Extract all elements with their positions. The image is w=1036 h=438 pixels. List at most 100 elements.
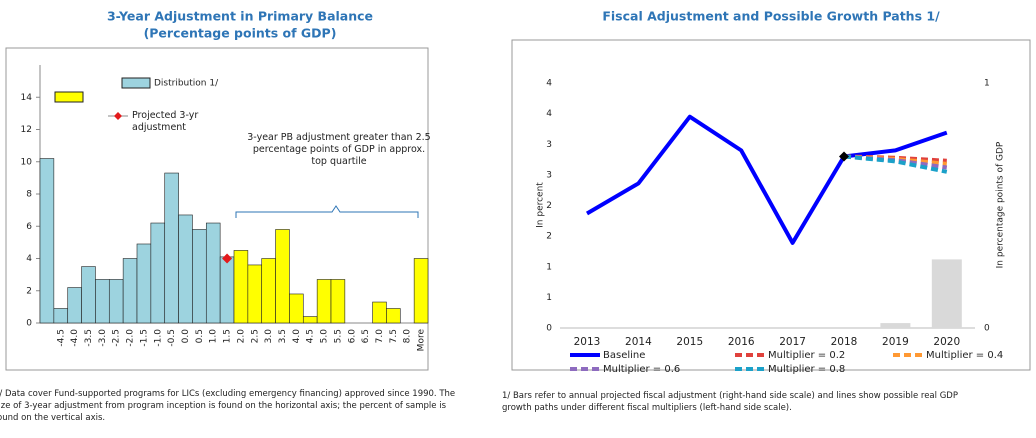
x-tick-label: 2.0 [236, 329, 246, 344]
x-tick-label: 4.5 [306, 329, 316, 343]
x-tick-label: -3.5 [84, 329, 94, 347]
x-tick-label: 3.5 [278, 329, 288, 343]
bar [330, 279, 346, 324]
x-tick-label: 2017 [779, 336, 806, 348]
bar [233, 250, 249, 324]
chart-title: 3-Year Adjustment in Primary Balance [107, 9, 373, 24]
legend-swatch [121, 77, 151, 89]
legend-label: Multiplier = 0.8 [768, 364, 845, 375]
chart-title: Fiscal Adjustment and Possible Growth Pa… [602, 9, 940, 24]
bar [413, 258, 429, 324]
x-tick-label: 2016 [728, 336, 755, 348]
line [843, 154, 948, 174]
y-tick-label: 4 [26, 254, 32, 264]
x-tick-label: 0.5 [195, 329, 205, 343]
left-frame [5, 47, 429, 371]
x-tick-label: 5.0 [320, 329, 330, 344]
bar [247, 264, 263, 324]
bar [53, 308, 69, 324]
bar [880, 323, 911, 328]
y-tick-label: 4 [546, 109, 552, 119]
x-tick-label: 4.0 [292, 329, 302, 344]
bar [192, 229, 207, 324]
y-tick-label: 3 [546, 170, 552, 180]
legend-label: Distribution 1/ [154, 79, 219, 89]
x-tick-label: 7.5 [389, 329, 399, 343]
y2-tick-label: 0 [984, 324, 990, 334]
bar [39, 158, 55, 324]
right-frame [511, 39, 1031, 371]
bar [275, 229, 290, 324]
x-tick-label: 6.5 [361, 329, 371, 343]
y2-axis-label: In percentage points of GDP [996, 141, 1006, 268]
y-tick-label: 1 [546, 262, 552, 272]
y-tick-label: 2 [546, 232, 552, 242]
x-tick-label: 2018 [831, 336, 858, 348]
legend-swatch [54, 91, 84, 103]
x-tick-label: 0.0 [181, 329, 191, 344]
annotation: 3-year PB adjustment greater than 2.5 pe… [247, 132, 431, 167]
bar [67, 287, 82, 324]
x-tick-label: -4.5 [56, 329, 66, 347]
bar [136, 243, 152, 324]
x-tick-label: 2019 [882, 336, 909, 348]
y-tick-label: 12 [21, 125, 32, 135]
y-tick-label: 0 [26, 319, 32, 329]
marker [839, 151, 849, 162]
y-tick-label: 2 [26, 286, 32, 296]
x-tick-label: 2020 [933, 336, 960, 348]
bar [95, 279, 110, 324]
bar [316, 279, 332, 324]
bar [108, 279, 124, 324]
x-tick-label: -0.5 [167, 329, 177, 347]
bar [164, 172, 179, 324]
bar [302, 316, 318, 324]
x-tick-label: 5.5 [333, 329, 343, 343]
x-tick-label: 8.0 [403, 329, 413, 344]
footnote: 1/ Data cover Fund-supported programs fo… [0, 389, 456, 423]
y-tick-label: 2 [546, 201, 552, 211]
y-tick-label: 8 [26, 190, 32, 200]
chart-subtitle: (Percentage points of GDP) [144, 26, 337, 41]
bar [372, 301, 387, 324]
x-tick-label: 2014 [625, 336, 652, 348]
bar [81, 266, 96, 324]
x-tick-label: -2.5 [112, 329, 122, 347]
x-tick-label: 6.0 [347, 329, 357, 344]
y-axis-label: In percent [536, 182, 546, 228]
x-tick-label: 3.0 [264, 329, 274, 344]
x-tick-label: -2.0 [126, 329, 136, 347]
x-tick-label: 7.0 [375, 329, 385, 344]
y-tick-label: 10 [21, 157, 33, 167]
y-tick-label: 6 [26, 222, 32, 232]
x-tick-label: 2.5 [250, 329, 260, 343]
y2-tick-label: 1 [984, 79, 990, 89]
line [585, 114, 948, 245]
legend-label: Multiplier = 0.6 [603, 364, 680, 375]
x-tick-label: 2015 [676, 336, 703, 348]
bar [122, 258, 138, 324]
bar [205, 222, 221, 324]
x-tick-label: 1.0 [209, 329, 219, 344]
x-tick-label: More [417, 329, 427, 352]
legend-label: Multiplier = 0.4 [926, 350, 1003, 361]
y-tick-label: 4 [546, 79, 552, 89]
footnote: 1/ Bars refer to annual projected fiscal… [502, 391, 958, 413]
y-tick-label: 0 [546, 324, 552, 334]
legend-label: Projected 3-yr adjustment [132, 110, 199, 133]
x-tick-label: -1.5 [139, 329, 149, 347]
brace [235, 205, 419, 218]
y-tick-label: 1 [546, 293, 552, 303]
bar [261, 258, 276, 324]
bar [931, 259, 962, 328]
bar [386, 308, 401, 324]
bar [178, 214, 193, 324]
marker [222, 253, 233, 264]
y-tick-label: 14 [21, 93, 33, 103]
bar [289, 293, 304, 324]
y-tick-label: 3 [546, 140, 552, 150]
legend-label: Baseline [603, 350, 645, 361]
bar [150, 222, 166, 324]
